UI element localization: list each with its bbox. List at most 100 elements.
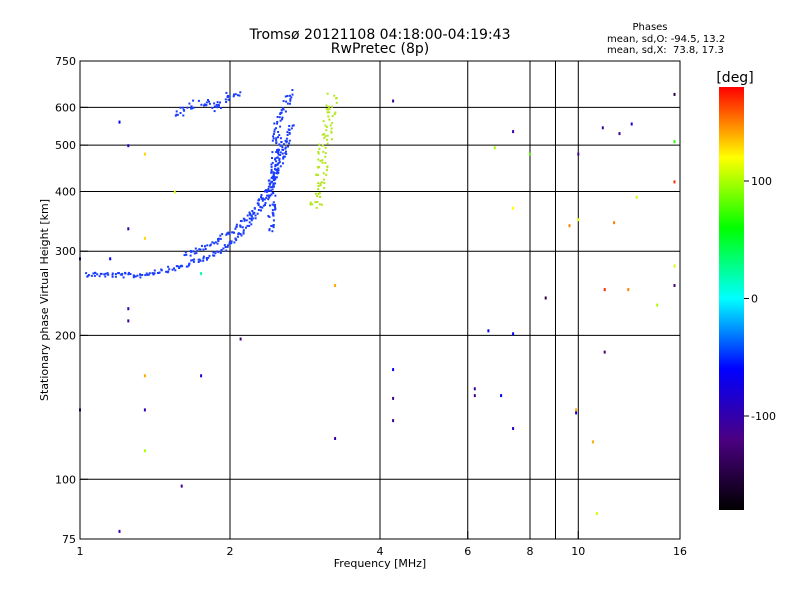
x-trace-point [317,152,320,155]
o-trace-point [111,273,114,276]
o-trace-point [270,165,273,168]
o-trace-point [251,210,254,212]
o-trace-point [266,194,269,197]
colorbar [719,87,744,510]
o-trace-point [199,248,202,251]
x-tick-label: 6 [464,545,471,558]
o-trace-point [203,103,206,106]
x-trace-point [325,108,328,111]
o-trace-point [279,144,282,147]
phase-point [673,92,676,96]
phase-point [673,284,676,287]
y-tick-label: 600 [55,101,76,114]
x-trace-point [317,150,320,153]
o-trace-point [282,148,285,151]
x-trace-point [321,133,324,136]
o-trace-point [282,108,285,111]
o-trace-point [261,199,264,202]
x-trace-point [325,129,328,132]
y-tick-label: 75 [62,533,76,546]
o-trace-point [246,224,249,227]
x-trace-point [318,192,321,195]
o-trace-point [219,251,222,254]
o-trace-point [279,151,282,154]
phase-point [673,140,676,144]
o-trace-point [252,217,255,220]
x-trace-point [327,115,330,118]
y-tick-label: 400 [55,185,76,198]
o-trace-point [272,192,275,194]
o-trace-point [146,273,149,276]
o-trace-point [212,251,215,254]
o-trace-point [272,135,275,138]
phase-point [568,224,571,228]
o-trace-point [270,186,272,189]
o-trace-point [270,193,273,196]
o-trace-point [93,274,96,277]
o-trace-point [272,184,275,187]
y-axis: 75 100 200 300 400 500 600 750 [55,55,88,546]
x-trace-point [316,201,319,203]
o-trace-point [250,214,253,217]
colorbar-tick-label: 100 [751,175,772,188]
o-trace-point [245,219,248,222]
o-trace-point [111,275,114,278]
o-trace-point [280,111,283,114]
o-trace-point [273,176,276,179]
o-trace-point [252,212,255,215]
x-trace-point [317,158,320,161]
x-trace-point [334,111,337,114]
o-trace-point [263,198,266,201]
o-trace-point [248,213,251,216]
phase-point [143,408,146,412]
o-trace-point [243,218,246,221]
o-trace-point [248,221,251,224]
o-trace-point [269,189,272,192]
x-tick-label: 10 [571,545,585,558]
o-trace-point [268,229,271,232]
o-trace-point [289,99,292,102]
x-trace-point [320,181,323,184]
x-trace-point [316,195,319,198]
phase-point [392,368,395,372]
o-trace-point [282,157,285,160]
x-trace-point [321,161,324,164]
o-trace-point [259,206,262,209]
phase-point [500,394,503,398]
o-trace-point [280,141,283,144]
o-trace-point [280,109,283,112]
x-trace-point [326,142,329,145]
o-trace-point [281,146,284,149]
o-trace-point [132,276,135,279]
o-trace-point [239,225,242,228]
o-trace-point [222,247,225,250]
o-trace-point [212,254,215,257]
x-trace-point [321,159,324,162]
o-trace-point [139,273,142,276]
o-trace-point [287,145,289,148]
o-trace-point [216,101,219,104]
o-trace-point [231,231,234,234]
o-trace-point [192,250,195,253]
o-trace-point [279,154,282,156]
o-trace-point [278,159,281,161]
o-trace-point [271,151,274,154]
o-trace-point [274,194,277,197]
o-trace-point [283,155,286,158]
o-trace-point [274,168,276,171]
o-trace-point [267,198,270,201]
o-trace-point [241,226,244,229]
o-trace-point [246,214,249,217]
x-trace-point [331,115,334,118]
o-trace-point [179,106,182,109]
o-trace-point [234,237,237,240]
o-trace-point [276,116,279,118]
phase-point [118,529,121,533]
o-trace-point [174,114,177,117]
x-tick-label: 1 [77,545,84,558]
x-trace-point [317,193,320,195]
x-trace-point [326,134,329,137]
o-trace-point [250,223,253,226]
o-trace-point [221,233,224,236]
